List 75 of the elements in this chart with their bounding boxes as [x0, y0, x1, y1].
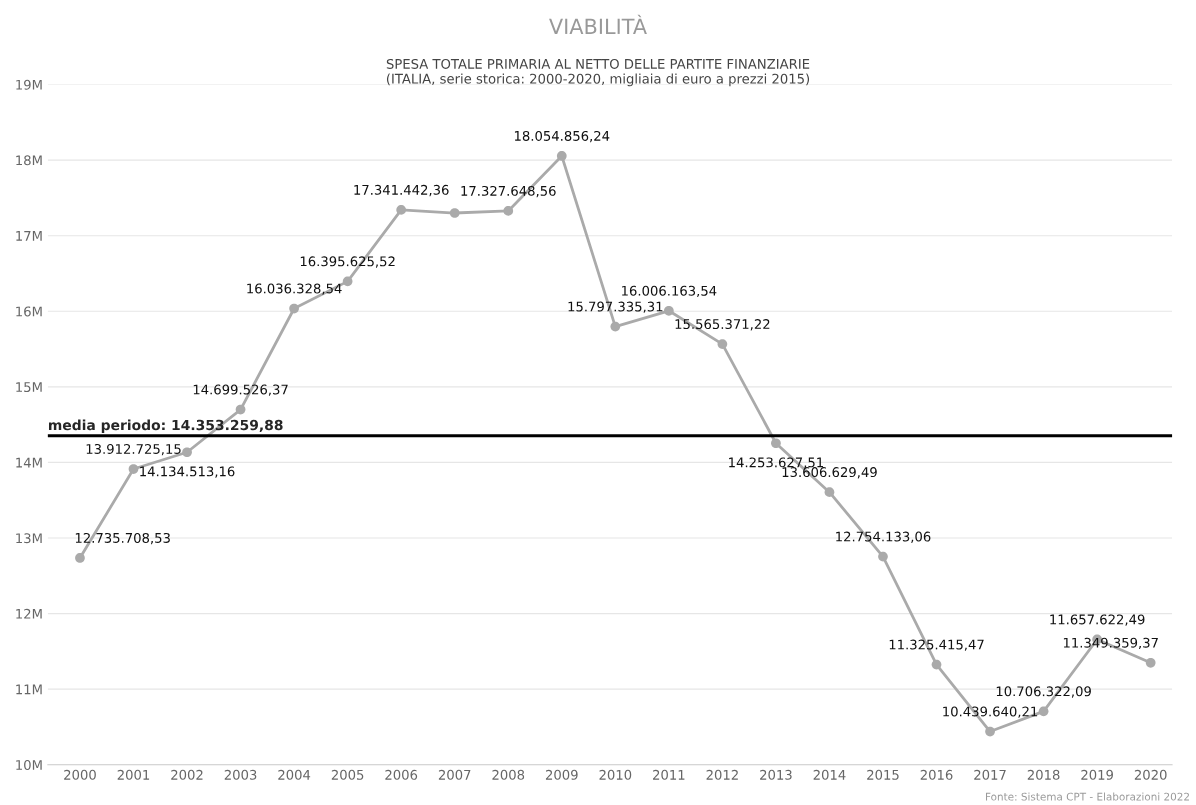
point [1038, 706, 1049, 717]
source-note: Fonte: Sistema CPT - Elaborazioni 2022 [986, 792, 1189, 801]
point [289, 303, 299, 314]
y-tick-label: 16M [16, 306, 42, 317]
point [1145, 657, 1156, 668]
point [342, 276, 353, 287]
chart-title: VIABILITÀ [549, 14, 647, 34]
x-tick-label: 2000 [64, 769, 96, 780]
data-label: 13.606.629,49 [782, 467, 877, 479]
point [610, 321, 621, 332]
y-tick-label: 11M [16, 684, 42, 695]
x-tick-label: 2012 [706, 769, 738, 780]
data-label: 17.341.442,36 [354, 184, 449, 197]
data-label: 16.395.625,52 [300, 256, 395, 268]
data-label: 18.054.856,24 [514, 130, 610, 143]
x-tick-label: 2009 [545, 769, 578, 780]
data-label: 13.912.725,15 [86, 443, 181, 456]
ref-line-label: media periodo: 14.353.259,88 [48, 419, 283, 433]
x-tick-label: 2003 [224, 769, 257, 780]
y-tick-label: 12M [16, 608, 42, 619]
point [182, 447, 192, 458]
data-label: 11.325.415,47 [889, 639, 984, 651]
y-tick-label: 13M [16, 533, 42, 544]
data-label: 14.253.627,51 [729, 457, 823, 469]
data-label: 15.797.335,31 [568, 301, 663, 313]
point [824, 487, 835, 498]
point [75, 553, 85, 563]
point [235, 404, 246, 415]
point [931, 659, 942, 670]
point [556, 151, 567, 161]
x-tick-label: 2007 [438, 769, 471, 780]
point [396, 205, 407, 215]
y-tick-label: 14M [16, 457, 42, 468]
data-label: 12.735.708,53 [75, 532, 170, 545]
x-tick-label: 2005 [331, 769, 364, 780]
data-label: 11.349.359,37 [1063, 637, 1158, 650]
x-tick-label: 2011 [653, 769, 685, 780]
x-tick-label: 2019 [1081, 769, 1113, 780]
x-tick-label: 2015 [867, 769, 899, 780]
data-label: 14.134.513,16 [140, 466, 235, 478]
x-tick-label: 2010 [599, 769, 632, 780]
point [878, 551, 888, 562]
y-tick-label: 17M [16, 231, 42, 241]
data-label: 10.706.322,09 [996, 686, 1091, 698]
x-tick-label: 2004 [278, 769, 311, 780]
point [503, 206, 514, 216]
x-tick-label: 2020 [1134, 769, 1167, 780]
y-tick-label: 15M [16, 382, 42, 393]
x-tick-label: 2016 [920, 769, 953, 780]
data-label: 15.565.371,22 [675, 319, 770, 331]
x-tick-label: 2013 [760, 769, 792, 780]
data-label: 11.657.622,49 [1050, 614, 1145, 626]
point [771, 438, 781, 449]
chart-subtitle: SPESA TOTALE PRIMARIA AL NETTO DELLE PARTITE FINANZIARIE (ITALIA, serie storica: 2000-2020, migliaia di euro a prezzi 2015) [386, 58, 810, 87]
point [717, 339, 728, 349]
x-tick-label: 2001 [117, 769, 150, 780]
y-tick-label: 19M [16, 79, 42, 90]
point [985, 726, 995, 737]
data-label: 10.439.640,21 [943, 706, 1038, 718]
data-label: 14.699.526,37 [193, 384, 288, 396]
data-label: 12.754.133,06 [836, 531, 931, 543]
x-tick-label: 2002 [171, 769, 203, 780]
x-tick-label: 2017 [974, 769, 1006, 780]
data-label: 16.036.328,54 [247, 283, 342, 295]
x-tick-label: 2006 [385, 769, 418, 780]
x-tick-label: 2018 [1027, 769, 1060, 780]
point [128, 464, 139, 474]
x-tick-label: 2008 [492, 769, 525, 780]
data-label: 17.327.648,56 [461, 185, 556, 198]
x-tick-label: 2014 [813, 769, 846, 780]
data-label: 16.006.163,54 [622, 285, 717, 298]
point [663, 305, 674, 316]
y-tick-label: 10M [16, 759, 42, 770]
point [449, 208, 460, 218]
y-tick-label: 18M [16, 155, 42, 166]
